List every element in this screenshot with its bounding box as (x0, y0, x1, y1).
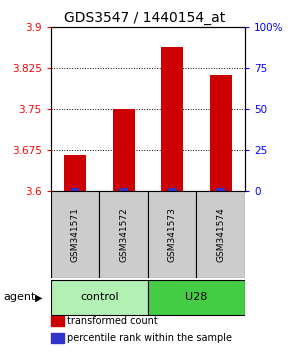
Text: GSM341571: GSM341571 (70, 207, 79, 262)
Bar (99, 191, 148, 278)
Text: transformed count: transformed count (67, 316, 157, 326)
Bar (113, 109, 135, 191)
Text: GSM341572: GSM341572 (119, 207, 128, 262)
Bar (168, 188, 177, 191)
Text: GDS3547 / 1440154_at: GDS3547 / 1440154_at (64, 11, 226, 25)
Text: U28: U28 (185, 292, 208, 302)
Text: GSM341574: GSM341574 (216, 207, 225, 262)
Bar (196, 191, 245, 278)
Text: GSM341573: GSM341573 (168, 207, 177, 262)
Text: agent: agent (3, 292, 35, 302)
Bar (161, 47, 183, 191)
Bar (148, 191, 196, 278)
Bar (216, 188, 225, 191)
Bar (51, 191, 99, 278)
Bar (148, 280, 245, 315)
Text: ▶: ▶ (35, 292, 43, 302)
Bar (71, 188, 79, 191)
Bar (210, 75, 232, 191)
Text: percentile rank within the sample: percentile rank within the sample (67, 333, 232, 343)
Bar (51, 280, 148, 315)
Text: control: control (80, 292, 119, 302)
Bar (119, 188, 128, 191)
Bar (64, 155, 86, 191)
